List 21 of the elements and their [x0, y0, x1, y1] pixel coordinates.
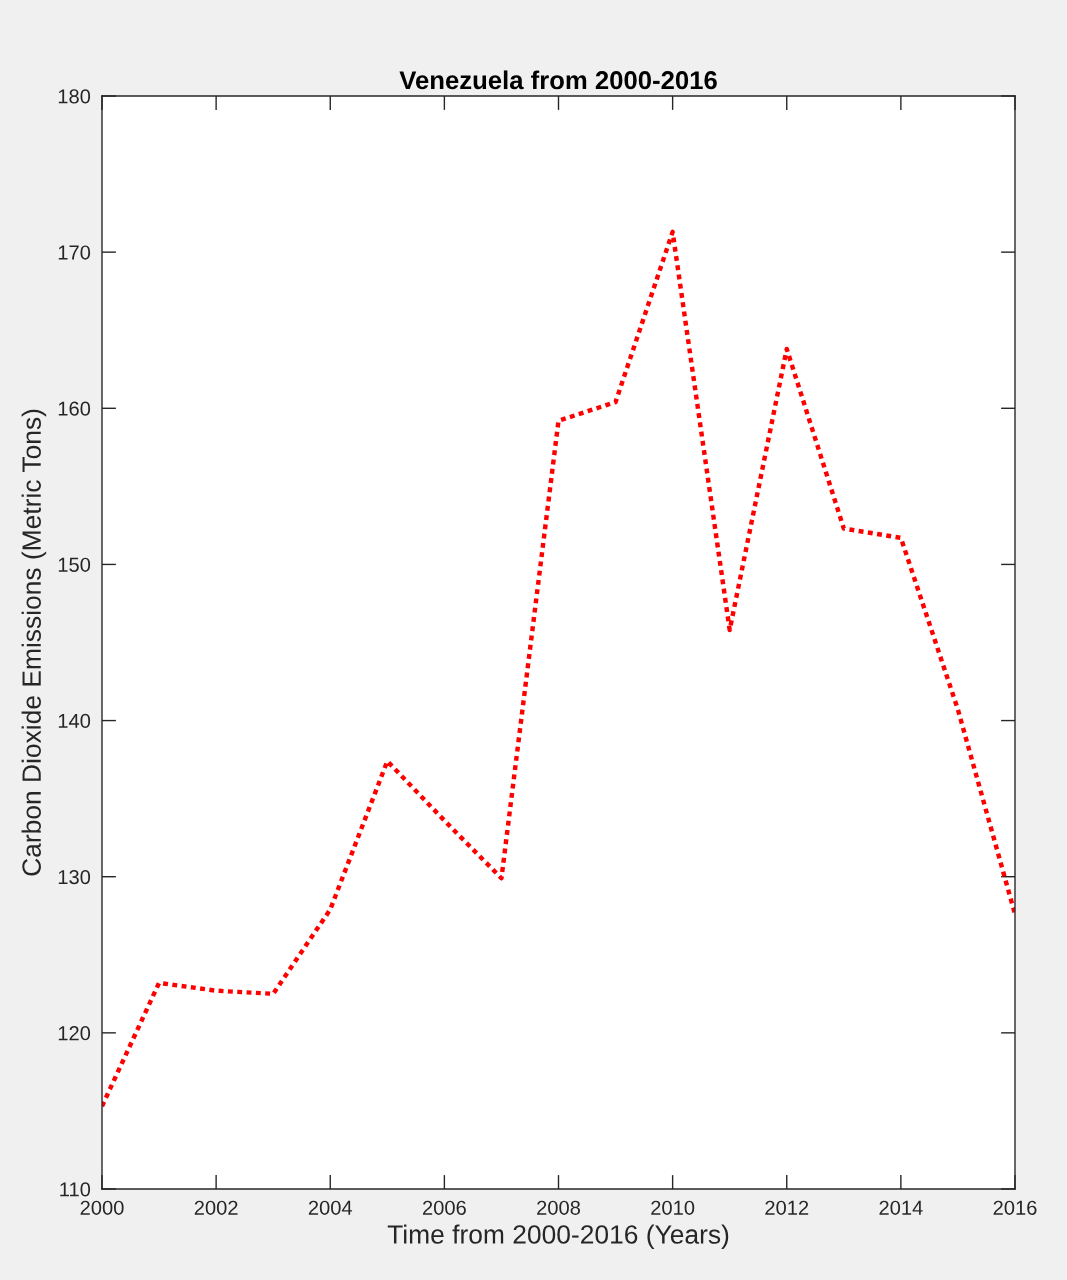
y-tick-label: 140 [58, 713, 91, 729]
y-tick-label: 170 [58, 245, 91, 260]
line-series [102, 229, 1015, 1109]
x-tick-label: 2006 [422, 1200, 466, 1215]
y-tick-label: 130 [58, 869, 91, 885]
y-tick-label: 160 [58, 401, 91, 416]
chart-title: Venezuela from 2000-2016 [399, 70, 717, 90]
y-tick-label: 180 [58, 89, 91, 104]
x-tick-label: 2000 [80, 1200, 124, 1215]
y-tick-label: 110 [60, 1182, 91, 1197]
x-tick-label: 2008 [537, 1200, 581, 1215]
x-tick-label: 2002 [194, 1200, 238, 1215]
y-tick-label: 150 [58, 557, 91, 572]
x-tick-label: 2010 [651, 1200, 695, 1215]
x-tick-label: 2014 [879, 1200, 923, 1215]
x-tick-label: 2012 [765, 1200, 809, 1215]
y-tick-label: 120 [58, 1026, 91, 1041]
x-axis-title: Time from 2000-2016 (Years) [387, 1224, 729, 1250]
y-axis-title: Carbon Dioxide Emissions (Metric Tons) [21, 409, 47, 876]
x-tick-label: 2016 [993, 1200, 1037, 1215]
x-tick-label: 2004 [308, 1200, 353, 1215]
